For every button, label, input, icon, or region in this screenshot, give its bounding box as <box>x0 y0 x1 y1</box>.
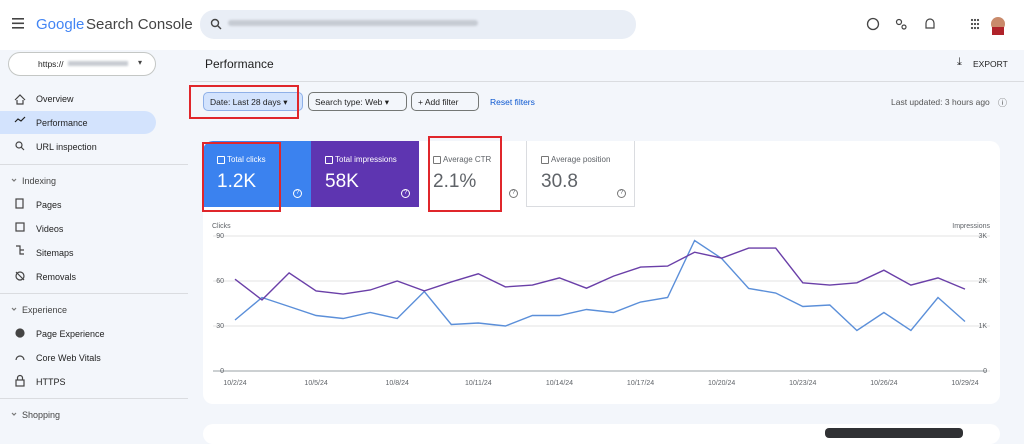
nav-item[interactable]: Core Web Vitals <box>36 353 101 363</box>
metric-card[interactable]: Total clicks 1.2K ? <box>203 141 311 207</box>
performance-chart: Clicks Impressions 0 30 60 90 0 1K 2K 3K 10/2/24… <box>212 223 991 387</box>
nav-item[interactable]: Sitemaps <box>36 248 74 258</box>
checkbox[interactable] <box>217 156 225 164</box>
x-tick-label: 10/11/24 <box>465 380 492 387</box>
help-icon[interactable]: ? <box>293 189 302 198</box>
y2-tick-label: 1K <box>978 323 987 330</box>
checkbox[interactable] <box>433 156 441 164</box>
annotation-box <box>202 142 281 212</box>
export-icon: ⤓ <box>957 56 962 68</box>
page-title: Performance <box>205 57 274 71</box>
x-tick-label: 10/14/24 <box>546 380 573 387</box>
y-tick-label: 30 <box>216 323 224 330</box>
brand-google: Google <box>36 16 85 33</box>
nav-selected-bg <box>0 111 156 134</box>
chip-text: Date: Last 28 days <box>210 97 281 107</box>
x-tick-label: 10/26/24 <box>870 380 897 387</box>
metric-card[interactable]: Average CTR 2.1% ? <box>419 141 527 207</box>
metric-card[interactable]: Average position 30.8 ? <box>527 141 635 207</box>
annotation-box <box>189 85 299 119</box>
metric-label: Total clicks <box>227 155 266 164</box>
metric-value: 30.8 <box>541 171 578 192</box>
nav-icons <box>11 94 26 416</box>
help-icon[interactable]: ? <box>617 189 626 198</box>
nav-section[interactable]: Indexing <box>22 176 57 186</box>
divider <box>0 293 188 294</box>
metric-value: 2.1% <box>433 171 477 192</box>
y2-tick-label: 3K <box>978 233 987 240</box>
x-tick-label: 10/5/24 <box>304 380 327 387</box>
help-icon[interactable]: ⓘ <box>998 98 1008 108</box>
chip-text: Add filter <box>424 97 459 107</box>
metric-value: 58K <box>325 171 359 192</box>
nav-item[interactable]: Videos <box>36 224 64 234</box>
property-url: https:// <box>38 59 64 69</box>
checkbox[interactable] <box>541 156 549 164</box>
header-icons[interactable] <box>866 17 1006 35</box>
date-filter[interactable]: Date: Last 28 days ▾ <box>203 92 303 111</box>
metric-label: Average position <box>551 155 611 164</box>
metric-label: Average CTR <box>443 155 492 164</box>
metric-value: 1.2K <box>217 171 257 192</box>
y-tick-label: 90 <box>216 233 224 240</box>
chip-text: Search type: Web <box>315 97 383 107</box>
x-tick-label: 10/20/24 <box>708 380 735 387</box>
y2-axis-title: Impressions <box>952 223 990 230</box>
add-filter[interactable]: + Add filter <box>411 92 479 111</box>
nav-section[interactable]: Experience <box>22 305 68 315</box>
nav-item[interactable]: Overview <box>36 94 74 104</box>
nav-section[interactable]: Shopping <box>22 410 61 420</box>
divider <box>190 81 1024 82</box>
search-type-filter[interactable]: Search type: Web ▾ <box>308 92 407 111</box>
metric-card[interactable]: Total impressions 58K ? <box>311 141 419 207</box>
series-line <box>234 239 966 332</box>
help-icon[interactable]: ? <box>401 189 410 198</box>
help-icon[interactable]: ? <box>509 189 518 198</box>
x-tick-label: 10/2/24 <box>223 380 246 387</box>
x-tick-label: 10/29/24 <box>951 380 978 387</box>
menu-icon[interactable] <box>12 18 26 30</box>
x-tick-label: 10/17/24 <box>627 380 654 387</box>
x-tick-label: 10/23/24 <box>789 380 816 387</box>
brand-product: Search Console <box>86 16 193 33</box>
nav-item[interactable]: Pages <box>36 200 62 210</box>
y-axis-title: Clicks <box>212 223 231 230</box>
nav-item[interactable]: Page Experience <box>36 329 105 339</box>
last-updated: Last updated: 3 hours ago <box>891 97 990 107</box>
export-button[interactable]: EXPORT <box>973 59 1008 69</box>
y2-tick-label: 2K <box>978 278 987 285</box>
reset-filters[interactable]: Reset filters <box>490 97 535 107</box>
metric-label: Total impressions <box>335 155 397 164</box>
y-tick-label: 0 <box>220 368 224 375</box>
divider <box>0 398 188 399</box>
nav-item[interactable]: Performance <box>36 118 88 128</box>
nav-item[interactable]: HTTPS <box>36 377 66 387</box>
x-tick-label: 10/8/24 <box>386 380 409 387</box>
search-icon <box>210 18 222 30</box>
y-tick-label: 60 <box>216 278 224 285</box>
divider <box>0 164 188 165</box>
nav-item[interactable]: Removals <box>36 272 77 282</box>
series-line <box>234 247 966 301</box>
nav-item[interactable]: URL inspection <box>36 142 97 152</box>
checkbox[interactable] <box>325 156 333 164</box>
redacted-text <box>68 61 128 66</box>
annotation-box <box>428 136 502 212</box>
y2-tick-label: 0 <box>983 368 987 375</box>
redacted-text <box>228 20 478 26</box>
dropdown-arrow: ▾ <box>138 58 143 67</box>
